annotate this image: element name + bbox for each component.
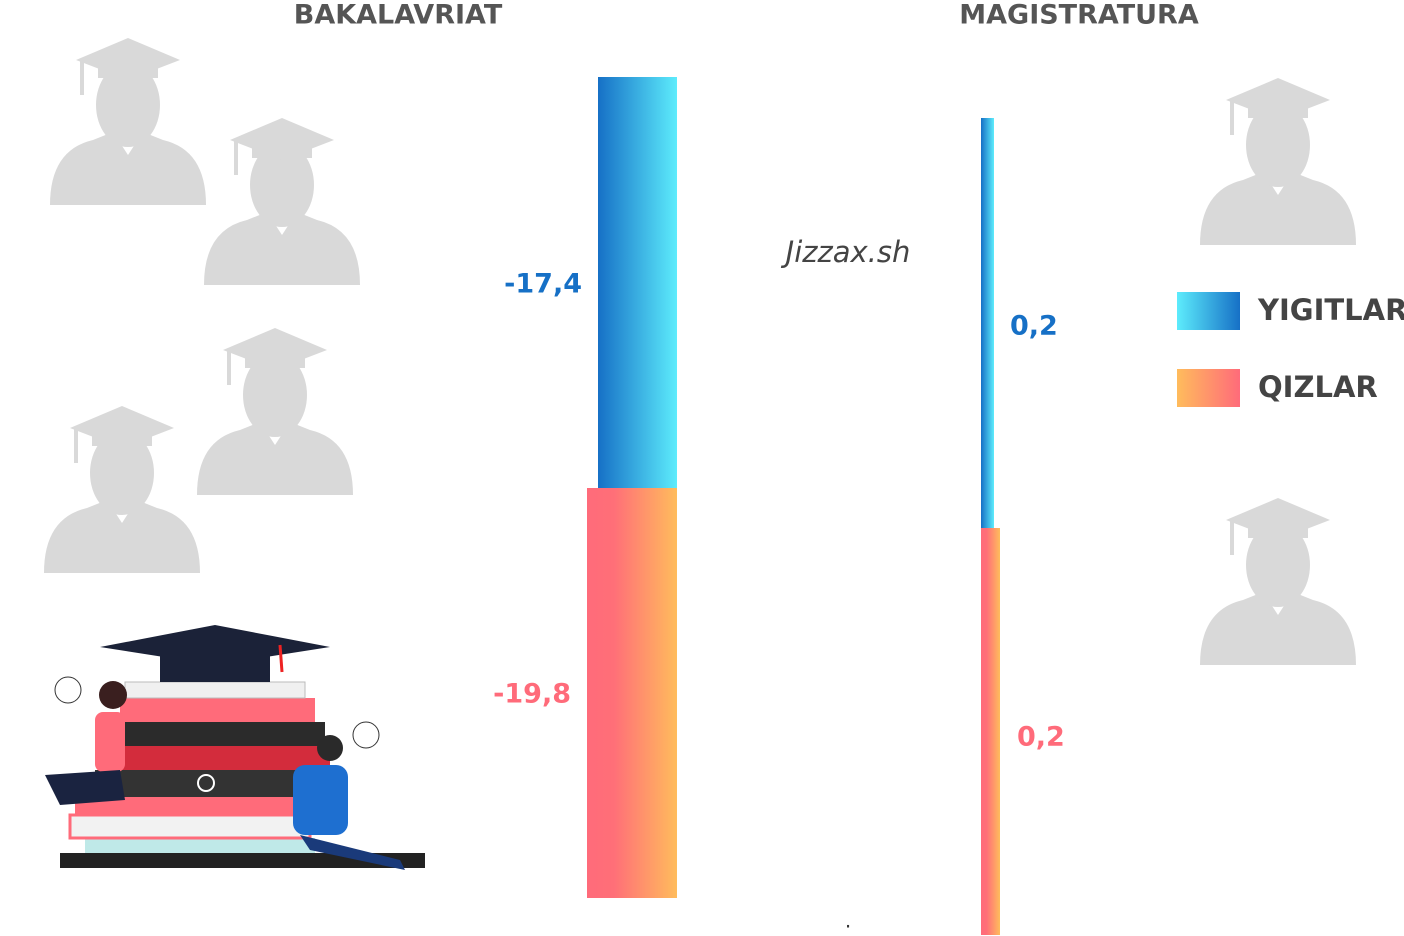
legend-swatch [1177,369,1240,407]
person-icons [44,38,1356,665]
footnote: . [845,909,851,933]
person-icon [50,38,206,205]
region-label: Jizzax.sh [781,235,911,269]
person-icon [44,406,200,573]
value-label: 0,2 [1010,311,1058,342]
books-illustration [45,625,425,870]
value-label: -17,4 [504,269,582,300]
bar-boys [981,118,994,528]
bar-girls [981,528,1000,935]
legend-label: QIZLAR [1258,370,1378,404]
bar-girls [587,488,677,898]
person-icon [197,328,353,495]
legend-swatch [1177,292,1240,330]
value-label: 0,2 [1017,722,1065,753]
value-label: -19,8 [493,679,571,710]
panel-title: BAKALAVRIAT [294,0,503,31]
person-icon [204,118,360,285]
person-icon [1200,78,1356,245]
panel-title: MAGISTRATURA [959,0,1199,31]
legend-label: YIGITLAR [1257,293,1404,327]
bar-boys [598,77,677,488]
person-icon [1200,498,1356,665]
